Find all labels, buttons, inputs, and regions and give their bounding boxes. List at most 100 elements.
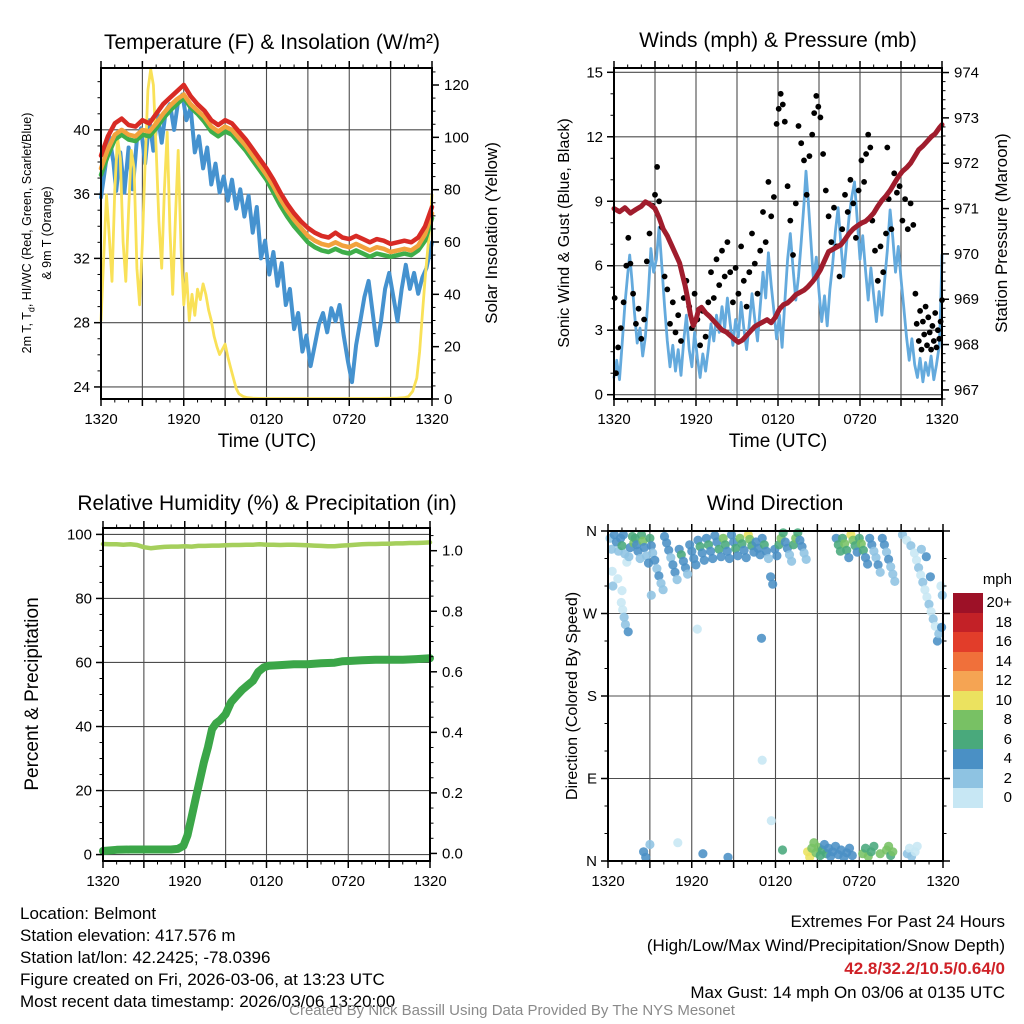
colorbar-segment — [953, 651, 983, 671]
svg-text:20: 20 — [75, 783, 92, 800]
colorbar-segment — [953, 671, 983, 691]
svg-text:973: 973 — [954, 110, 979, 127]
svg-text:0.0: 0.0 — [442, 845, 463, 862]
winds-pressure-plot: 1320 1920 0120 0720 1320 0 3 6 9 12 15 967 968 969 970… — [586, 61, 979, 428]
svg-text:W: W — [583, 606, 598, 623]
chart-title: Temperature (F) & Insolation (W/m²) — [103, 31, 441, 54]
chart-wind-direction: 1320 1920 0120 0720 1320 N E S W N Wind Direction… — [512, 470, 1024, 890]
svg-text:0720: 0720 — [843, 873, 876, 890]
extremes-title: Extremes For Past 24 Hours — [790, 912, 1005, 931]
svg-text:100: 100 — [67, 526, 92, 543]
colorbar-segment — [953, 690, 983, 710]
max-gust: Max Gust: 14 mph On 03/06 at 0135 UTC — [690, 982, 1005, 1002]
colorbar-label: 10 — [995, 691, 1012, 709]
svg-text:32: 32 — [73, 250, 90, 267]
recent-timestamp: Most recent data timestamp: 2026/03/06 1… — [20, 992, 396, 1011]
svg-text:967: 967 — [954, 382, 979, 399]
svg-text:80: 80 — [444, 182, 461, 199]
svg-text:0: 0 — [595, 387, 603, 404]
svg-text:968: 968 — [954, 337, 979, 354]
figure-created: Figure created on Fri, 2026-03-06, at 13… — [20, 970, 385, 989]
extremes-subtitle: (High/Low/Max Wind/Precipitation/Snow De… — [646, 935, 1005, 955]
svg-text:970: 970 — [954, 246, 979, 263]
y-axis-label-right: Station Pressure (Maroon) — [992, 133, 1011, 333]
credit-line: Created By Nick Bassill Using Data Provi… — [289, 1002, 735, 1019]
colorbar-segment — [953, 612, 983, 632]
svg-text:S: S — [587, 688, 597, 705]
colorbar-label: 16 — [995, 633, 1012, 650]
svg-text:36: 36 — [73, 186, 90, 203]
svg-text:0.8: 0.8 — [442, 603, 463, 620]
svg-text:0720: 0720 — [332, 873, 365, 890]
speed-colorbar — [953, 593, 983, 808]
svg-text:80: 80 — [75, 590, 92, 607]
x-axis-label: Time (UTC) — [217, 431, 317, 452]
svg-text:1320: 1320 — [86, 873, 119, 890]
svg-text:1.0: 1.0 — [442, 543, 463, 560]
svg-text:1320: 1320 — [925, 411, 958, 428]
svg-text:0720: 0720 — [843, 411, 876, 428]
svg-text:40: 40 — [75, 719, 92, 736]
svg-text:0.2: 0.2 — [442, 785, 463, 802]
station-latlon: Station lat/lon: 42.2425; -78.0396 — [20, 948, 271, 967]
svg-text:E: E — [587, 771, 597, 788]
colorbar-label: 14 — [995, 652, 1012, 670]
colorbar-segment — [953, 593, 983, 613]
svg-text:3: 3 — [595, 322, 603, 339]
chart-title: Wind Direction — [706, 492, 844, 515]
colorbar-segment — [953, 729, 983, 749]
svg-text:1320: 1320 — [926, 873, 959, 890]
colorbar-label: 2 — [1003, 769, 1012, 787]
svg-text:100: 100 — [444, 129, 469, 146]
colorbar-label: 18 — [995, 613, 1012, 631]
svg-text:0120: 0120 — [759, 873, 792, 890]
extremes-values: 42.8/32.2/10.5/0.64/0 — [844, 959, 1005, 978]
svg-text:1920: 1920 — [168, 873, 201, 890]
colorbar-label: 0 — [1003, 789, 1012, 806]
svg-text:60: 60 — [75, 654, 92, 671]
speed-colorbar-labels: 20+ 18 16 14 12 10 8 6 4 2 0 — [974, 593, 1012, 808]
svg-text:15: 15 — [586, 64, 603, 81]
station-elevation: Station elevation: 417.576 m — [20, 926, 236, 945]
colorbar-label: 20+ — [986, 594, 1012, 611]
svg-text:0: 0 — [444, 391, 452, 408]
svg-text:9: 9 — [595, 193, 603, 210]
svg-text:0: 0 — [84, 847, 92, 864]
svg-text:1320: 1320 — [84, 411, 117, 428]
y-axis-label-left: Direction (Colored By Speed) — [564, 591, 581, 801]
svg-text:969: 969 — [954, 291, 979, 308]
svg-text:0720: 0720 — [333, 411, 366, 428]
colorbar-segment — [953, 632, 983, 652]
chart-title: Winds (mph) & Pressure (mb) — [639, 29, 917, 52]
y-axis-label-right: Solar Insolation (Yellow) — [482, 142, 501, 324]
svg-text:N: N — [586, 853, 597, 870]
y-axis-label-left: Sonic Wind & Gust (Blue, Black) — [556, 118, 573, 348]
svg-text:0120: 0120 — [761, 411, 794, 428]
station-info: Location: Belmont Station elevation: 417… — [20, 903, 395, 1013]
colorbar-label: 6 — [1003, 730, 1012, 748]
svg-text:40: 40 — [73, 122, 90, 139]
extremes-block: Extremes For Past 24 Hours (High/Low/Max… — [647, 910, 1005, 1004]
svg-text:1920: 1920 — [675, 873, 708, 890]
svg-text:0120: 0120 — [250, 873, 283, 890]
svg-text:60: 60 — [444, 234, 461, 251]
colorbar-label: 4 — [1003, 750, 1012, 767]
y-axis-label-left: 2m T, Td, HI/WC (Red, Green, Scarlet/Blu… — [19, 112, 54, 354]
colorbar-label: 8 — [1003, 711, 1012, 728]
svg-text:1320: 1320 — [413, 873, 446, 890]
rh-precip-plot: 1320 1920 0120 0720 1320 0 20 40 60 80 100 0.0 0.2 0.… — [67, 521, 463, 890]
colorbar-segment — [953, 788, 983, 808]
colorbar-title: mph — [982, 571, 1012, 588]
svg-text:20: 20 — [444, 339, 461, 356]
x-axis-label: Time (UTC) — [728, 431, 828, 452]
wind-direction-plot: 1320 1920 0120 0720 1320 N E S W N — [583, 523, 960, 890]
svg-text:1320: 1320 — [591, 873, 624, 890]
svg-text:1320: 1320 — [415, 411, 448, 428]
temperature-insolation-plot: 1320 1920 0120 0720 1320 24 28 32 36 40 0 20 40 60 80 1… — [73, 61, 469, 428]
station-location: Location: Belmont — [20, 904, 157, 923]
svg-text:0.6: 0.6 — [442, 664, 463, 681]
svg-text:N: N — [586, 523, 597, 540]
colorbar-label: 12 — [995, 672, 1012, 689]
svg-text:0120: 0120 — [250, 411, 283, 428]
svg-text:0.4: 0.4 — [442, 724, 463, 741]
